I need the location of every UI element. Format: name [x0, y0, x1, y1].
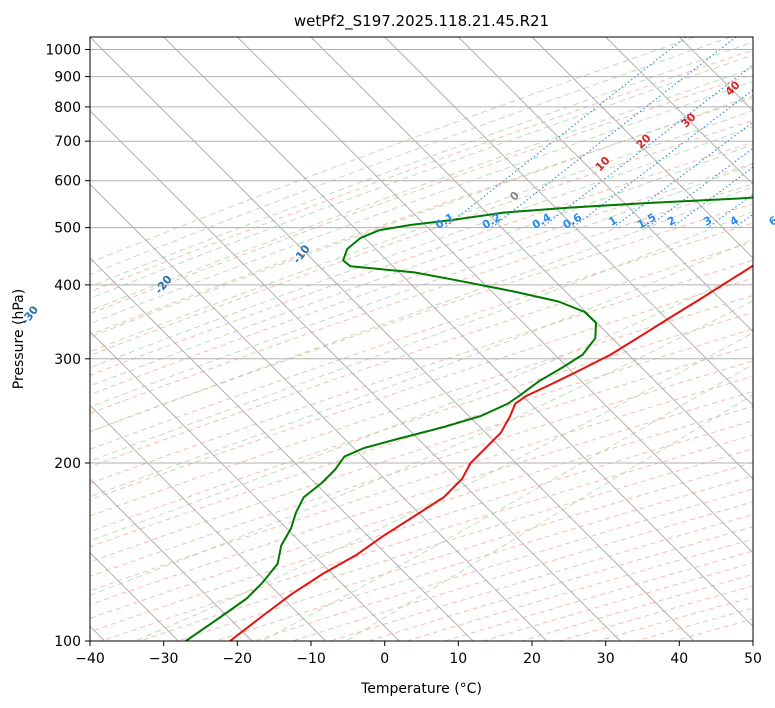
isotherm-line [90, 257, 474, 641]
y-tick-label: 100 [54, 634, 81, 650]
plot-frame [89, 36, 754, 642]
x-tick-label: 10 [449, 651, 467, 667]
series-layer [185, 196, 753, 641]
y-tick-label: 900 [54, 70, 81, 86]
x-tick-label: 40 [670, 651, 688, 667]
x-tick-label: 30 [597, 651, 615, 667]
y-axis-label: Pressure (hPa) [11, 289, 27, 389]
x-tick-label: −10 [296, 651, 326, 667]
dry-adiabat-line [90, 73, 753, 315]
dry-adiabat-line [90, 241, 753, 468]
x-tick-label: −40 [75, 651, 105, 667]
isotherm-line [90, 404, 327, 641]
isotherm-line [531, 37, 753, 259]
x-tick-label: 0 [380, 651, 389, 667]
y-tick-label: 800 [54, 100, 81, 116]
dry-adiabat-line [90, 294, 753, 517]
dry-adiabat-line [90, 162, 753, 396]
dewpoint-line [185, 196, 753, 641]
dry-adiabat-line [90, 277, 753, 501]
isotherm-line [90, 37, 695, 641]
chart-title: wetPf2_S197.2025.118.21.45.R21 [294, 12, 549, 31]
axis-ticks: −40 −30 −20 −10 0 10 20 30 40 50 1000 900 800 700 600 5… [45, 43, 762, 668]
background-lines [90, 37, 753, 641]
dry-adiabat-line [90, 391, 753, 606]
mixing-ratio-line [541, 64, 753, 229]
moist-adiabat-line [90, 143, 753, 387]
mixing-ratio-label: 6 [767, 213, 775, 228]
moist-adiabat-line [90, 109, 753, 353]
mixing-ratio-line [572, 89, 753, 229]
moist-adiabat-line [135, 332, 753, 641]
moist-adiabat-line [90, 210, 753, 462]
x-axis-label: Temperature (°C) [360, 681, 482, 697]
moist-adiabat-line [90, 163, 753, 408]
isotherm-line [90, 478, 253, 641]
isotherm-line [163, 37, 753, 628]
y-tick-label: 600 [54, 174, 81, 190]
y-tick-label: 200 [54, 456, 81, 472]
dry-adiabat-line [90, 49, 753, 293]
isotherm-line [236, 37, 753, 554]
dry-adiabat-line [90, 328, 753, 548]
y-tick-label: 700 [54, 134, 81, 150]
x-tick-label: 20 [523, 651, 541, 667]
moist-adiabat-line [90, 126, 753, 369]
isotherm-line [90, 183, 548, 641]
dry-adiabat-line [90, 375, 753, 592]
temperature-line [229, 264, 753, 641]
isotherm-line [90, 330, 400, 641]
x-tick-label: −20 [223, 651, 253, 667]
grid-lines [90, 37, 753, 641]
dry-adiabat-line [90, 183, 753, 414]
moist-adiabat-line [261, 363, 753, 641]
isotherm-line [457, 37, 753, 333]
dry-adiabat-line [90, 344, 753, 563]
dry-adiabat-line [90, 97, 753, 336]
y-tick-label: 400 [54, 278, 81, 294]
isotherm-line [310, 37, 753, 480]
moist-adiabat-line [90, 54, 753, 299]
moist-adiabat-line [90, 37, 731, 275]
moist-adiabat-line [90, 37, 695, 264]
isotherm-line [90, 109, 621, 641]
x-tick-label: 50 [744, 651, 762, 667]
moist-adiabat-line [90, 67, 753, 312]
y-tick-label: 1000 [45, 43, 81, 59]
y-tick-label: 500 [54, 221, 81, 237]
mixing-ratio-line [671, 166, 753, 229]
moist-adiabat-line [90, 94, 753, 338]
x-tick-label: −30 [149, 651, 179, 667]
y-tick-label: 300 [54, 352, 81, 368]
isotherm-line [605, 37, 753, 186]
isotherm-line [384, 37, 753, 407]
moist-adiabat-line [90, 80, 753, 325]
moist-adiabat-line [90, 185, 753, 433]
